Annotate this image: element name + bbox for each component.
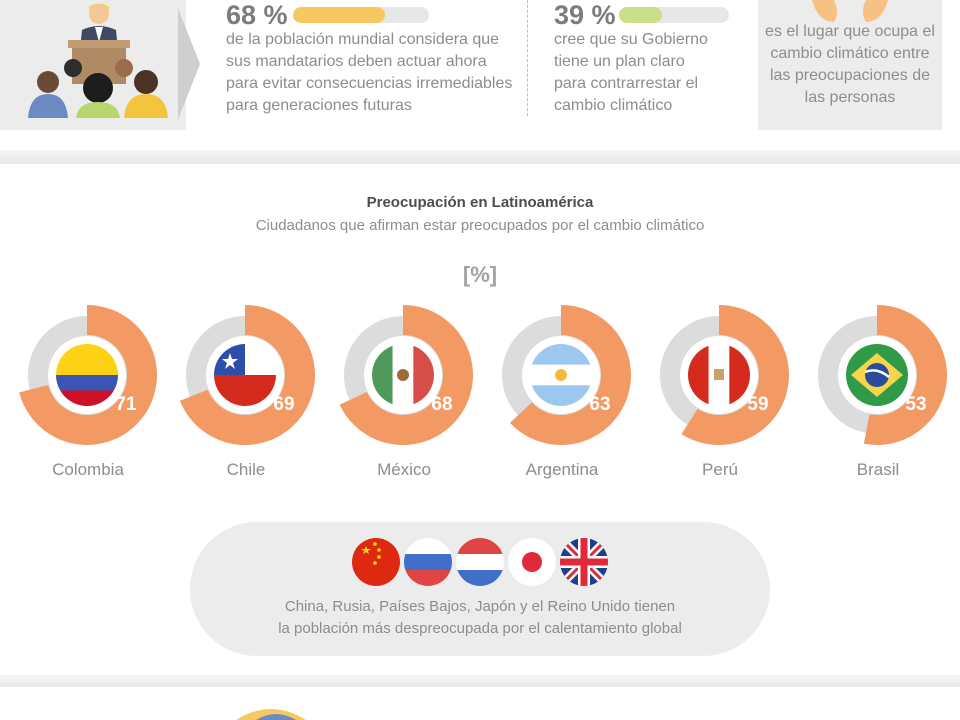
brasil-flag-icon [843,341,911,409]
donut-value-arc [339,305,473,445]
unconcerned-note-line: la población más despreocupada por el ca… [278,620,682,637]
stat-description-line: cree que su Gobierno [554,31,708,48]
globe-icon [236,709,306,720]
donut-value-label: 53 [905,394,926,415]
stat-description-line: de la población mundial considera que [226,31,500,48]
donut-colombia: 71 Colombia [19,305,158,479]
ranking-description-line: cambio climático entre [770,45,930,62]
argentina-flag-icon [527,341,595,409]
stat-description: de la población mundial considera que su… [226,29,512,117]
stat-progress-fill [293,7,386,23]
donut-value-label: 71 [115,394,137,415]
stat-government-plan: 39 % cree que su Gobierno tiene un plan … [554,0,744,120]
speaker-audience-illustration [0,0,186,130]
donut-argentina: 63 Argentina [502,305,631,479]
chart-unit: [%] [462,262,498,287]
stat-description-line: cambio climático [554,97,673,114]
stat-description-line: para generaciones futuras [226,97,412,114]
unconcerned-note: China, Rusia, Países Bajos, Japón y el R… [190,596,770,640]
stat-progress-bar [619,7,729,23]
donut-value-label: 59 [747,394,768,415]
donut-country-label: Argentina [526,460,599,479]
stat-leaders-must-act: 68 % de la población mundial considera q… [226,0,516,120]
uk-flag-icon [560,538,608,586]
stat-description: cree que su Gobierno tiene un plan claro… [554,29,708,117]
chart-title: Preocupación en Latinoamérica [366,194,594,211]
donut-value-arc [681,305,789,445]
top-stats-band: 68 % de la población mundial considera q… [0,0,960,150]
donut-chart: 71 Colombia 69 Chile 68 México 63 Argentina 59 Pe… [19,305,948,479]
donut-country-label: Chile [227,460,266,479]
donut-value-arc [509,305,631,445]
donut-value-label: 63 [589,394,610,415]
stat-percent: 68 % [226,0,288,30]
ranking-box: es el lugar que ocupa el cambio climátic… [758,0,942,130]
unconcerned-countries-panel: China, Rusia, Países Bajos, Japón y el R… [190,522,770,656]
donut-value-arc [19,305,158,445]
ranking-description-line: las preocupaciones de [769,67,931,84]
donut-country-label: Perú [702,460,738,479]
ranking-description-line: es el lugar que ocupa el [765,23,935,40]
donut-brasil: 53 Brasil [818,305,948,479]
chevron-right-icon [178,8,200,120]
donut-value-label: 69 [273,394,294,415]
ranking-description: es el lugar que ocupa el cambio climátic… [758,21,942,109]
dashed-divider [527,0,528,116]
hands-icon [812,0,888,22]
stat-description-line: sus mandatarios deben actuar ahora [226,53,487,70]
perú-flag-icon [685,341,753,409]
donut-value-arc [863,305,948,445]
section-separator [0,675,960,687]
flag-row [352,538,608,586]
donut-méxico: 68 México [339,305,473,479]
chart-subtitle: Ciudadanos que afirman estar preocupados… [255,217,705,234]
donut-country-label: Colombia [52,460,124,479]
colombia-flag-icon [53,341,121,409]
chile-flag-icon [211,341,279,409]
donut-value-label: 68 [431,394,452,415]
stat-percent: 39 % [554,0,616,30]
stat-progress-fill [619,7,662,23]
china-flag-icon [352,538,400,586]
stat-progress-bar [293,7,429,23]
russia-flag-icon [404,538,452,586]
donut-country-label: México [377,460,431,479]
section-separator [0,150,960,164]
donut-country-label: Brasil [857,460,900,479]
ranking-description-line: las personas [804,89,896,106]
netherlands-flag-icon [456,538,504,586]
japan-flag-icon [508,538,556,586]
stat-description-line: para contrarrestar el [554,75,699,92]
stat-description-line: para evitar consecuencias irremediables [226,75,513,92]
donut-perú: 59 Perú [660,305,789,479]
unconcerned-note-line: China, Rusia, Países Bajos, Japón y el R… [284,598,676,615]
donut-chile: 69 Chile [179,305,316,479]
méxico-flag-icon [369,341,437,409]
stat-description-line: tiene un plan claro [554,53,685,70]
donut-value-arc [179,305,316,445]
